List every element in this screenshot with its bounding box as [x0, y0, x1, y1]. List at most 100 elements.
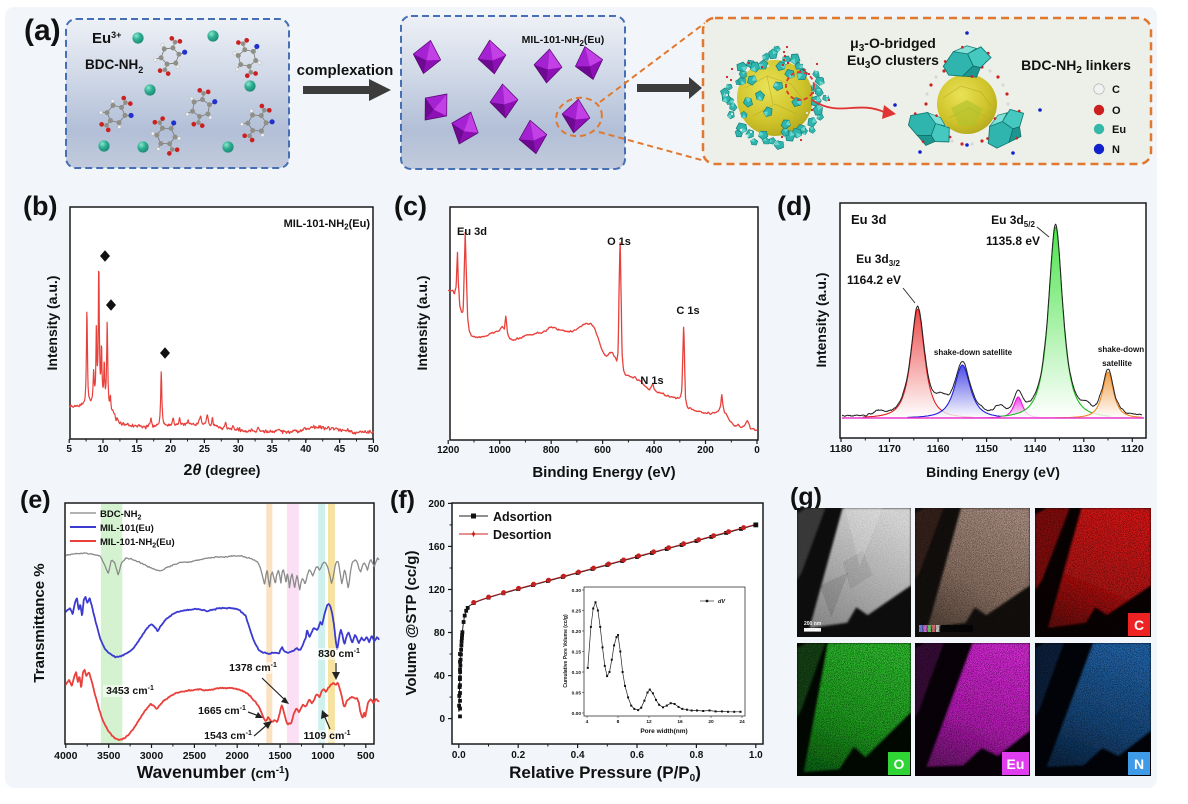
svg-text:(c): (c) — [394, 191, 427, 221]
svg-text:C: C — [1134, 617, 1144, 633]
svg-text:(d): (d) — [777, 191, 811, 221]
svg-text:10: 10 — [97, 444, 109, 455]
svg-text:Desortion: Desortion — [493, 528, 551, 542]
svg-text:25: 25 — [199, 444, 211, 455]
svg-text:600: 600 — [594, 445, 611, 456]
svg-text:1.0: 1.0 — [749, 750, 763, 761]
svg-text:MIL-101-NH2(Eu): MIL-101-NH2(Eu) — [100, 537, 175, 550]
svg-text:O 1s: O 1s — [607, 236, 631, 248]
svg-text:1130: 1130 — [1072, 443, 1095, 455]
svg-text:MIL-101-NH2(Eu): MIL-101-NH2(Eu) — [284, 218, 371, 232]
svg-text:0: 0 — [754, 445, 760, 456]
svg-text:0.2: 0.2 — [511, 750, 525, 761]
svg-text:24: 24 — [739, 719, 745, 725]
svg-text:1109 cm-1: 1109 cm-1 — [303, 730, 350, 742]
svg-text:0.4: 0.4 — [571, 750, 585, 761]
svg-text:1135.8 eV: 1135.8 eV — [986, 234, 1040, 248]
svg-text:0.25: 0.25 — [572, 608, 582, 614]
svg-text:3000: 3000 — [140, 750, 164, 762]
svg-text:C 1s: C 1s — [676, 305, 699, 317]
svg-text:complexation: complexation — [297, 62, 394, 79]
svg-text:1665 cm-1: 1665 cm-1 — [198, 705, 246, 717]
svg-text:5: 5 — [66, 444, 72, 455]
svg-text:40: 40 — [434, 671, 446, 682]
svg-text:0.30: 0.30 — [572, 588, 582, 594]
svg-text:1180: 1180 — [830, 443, 853, 455]
svg-text:Intensity (a.u.): Intensity (a.u.) — [813, 273, 829, 368]
svg-text:Binding Energy (eV): Binding Energy (eV) — [926, 464, 1060, 480]
svg-text:0.05: 0.05 — [572, 690, 582, 696]
svg-text:45: 45 — [334, 444, 346, 455]
svg-text:2θ (degree): 2θ (degree) — [184, 462, 261, 479]
svg-text:(a): (a) — [24, 14, 61, 47]
svg-text:Eu3O clusters: Eu3O clusters — [847, 52, 939, 71]
svg-text:Volume @STP (cc/g): Volume @STP (cc/g) — [403, 551, 420, 696]
svg-text:Relative Pressure (P/P0): Relative Pressure (P/P0) — [509, 763, 701, 784]
svg-text:0.20: 0.20 — [572, 629, 582, 635]
svg-text:Cumulative Pore Volume (cc/g): Cumulative Pore Volume (cc/g) — [563, 614, 569, 688]
svg-text:(b): (b) — [23, 191, 57, 221]
svg-text:0.10: 0.10 — [572, 670, 582, 676]
svg-text:Binding Energy (eV): Binding Energy (eV) — [532, 464, 675, 481]
svg-text:830 cm-1: 830 cm-1 — [318, 648, 360, 660]
svg-text:N: N — [1134, 756, 1144, 772]
svg-text:satellite: satellite — [1102, 359, 1132, 368]
svg-text:Eu 3d: Eu 3d — [457, 226, 487, 238]
svg-text:MIL-101-NH2(Eu): MIL-101-NH2(Eu) — [522, 34, 605, 48]
svg-text:Pore width(nm): Pore width(nm) — [640, 728, 687, 735]
svg-text:Eu 3d: Eu 3d — [851, 212, 886, 227]
svg-text:1378 cm-1: 1378 cm-1 — [229, 662, 277, 674]
svg-text:MIL-101(Eu): MIL-101(Eu) — [100, 523, 154, 534]
svg-text:(f): (f) — [390, 486, 415, 514]
svg-text:15: 15 — [131, 444, 143, 455]
svg-text:1200: 1200 — [437, 445, 460, 456]
svg-text:O: O — [1112, 105, 1121, 117]
svg-text:50: 50 — [368, 444, 380, 455]
svg-text:(g): (g) — [790, 483, 822, 511]
svg-text:0.8: 0.8 — [689, 750, 703, 761]
svg-text:160: 160 — [428, 542, 445, 553]
svg-text:shake-down satellite: shake-down satellite — [934, 348, 1013, 357]
svg-text:800: 800 — [543, 445, 560, 456]
svg-text:2500: 2500 — [183, 750, 207, 762]
svg-text:1164.2 eV: 1164.2 eV — [847, 273, 901, 287]
svg-text:shake-down: shake-down — [1098, 345, 1144, 354]
svg-text:500: 500 — [357, 750, 375, 762]
svg-text:1000: 1000 — [489, 445, 512, 456]
svg-text:BDC-NH2: BDC-NH2 — [85, 57, 143, 75]
svg-text:120: 120 — [428, 585, 445, 596]
svg-text:30: 30 — [233, 444, 245, 455]
svg-text:BDC-NH2 linkers: BDC-NH2 linkers — [1021, 57, 1131, 76]
svg-text:dV: dV — [718, 599, 726, 605]
svg-text:0.0: 0.0 — [452, 750, 466, 761]
svg-text:1160: 1160 — [927, 443, 950, 455]
svg-text:Eu: Eu — [1112, 124, 1126, 136]
svg-text:20: 20 — [165, 444, 177, 455]
svg-text:N 1s: N 1s — [640, 375, 663, 387]
svg-text:40: 40 — [300, 444, 312, 455]
svg-text:1170: 1170 — [878, 443, 901, 455]
svg-text:400: 400 — [646, 445, 663, 456]
svg-text:1543 cm-1: 1543 cm-1 — [204, 730, 252, 742]
svg-text:BDC-NH2: BDC-NH2 — [100, 509, 141, 522]
svg-text:2000: 2000 — [226, 750, 250, 762]
svg-text:3453 cm-1: 3453 cm-1 — [106, 685, 154, 697]
svg-text:1000: 1000 — [311, 750, 335, 762]
svg-text:Transmittance %: Transmittance % — [31, 563, 48, 682]
svg-text:μ3-O-bridged: μ3-O-bridged — [850, 35, 936, 54]
svg-text:Wavenumber (cm-1): Wavenumber (cm-1) — [137, 762, 290, 782]
svg-text:35: 35 — [266, 444, 278, 455]
svg-text:1120: 1120 — [1121, 443, 1144, 455]
svg-text:Adsortion: Adsortion — [493, 510, 552, 524]
svg-text:20: 20 — [708, 719, 714, 725]
svg-text:200: 200 — [428, 499, 445, 510]
svg-text:Intensity (a.u.): Intensity (a.u.) — [44, 276, 60, 371]
svg-text:(e): (e) — [20, 486, 51, 514]
svg-text:0.6: 0.6 — [630, 750, 644, 761]
svg-text:12: 12 — [646, 719, 652, 725]
svg-text:16: 16 — [677, 719, 683, 725]
svg-text:4000: 4000 — [54, 750, 78, 762]
svg-text:C: C — [1112, 84, 1120, 96]
svg-text:3500: 3500 — [97, 750, 121, 762]
svg-text:0: 0 — [439, 714, 445, 725]
